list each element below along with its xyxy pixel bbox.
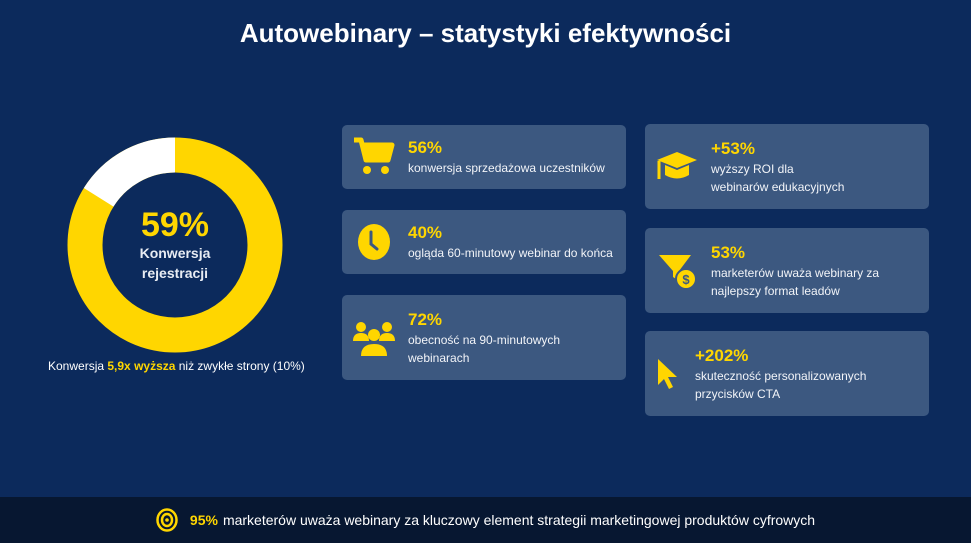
users-icon: [352, 316, 396, 360]
card-text: wyższy ROI dla webinarów edukacyjnych: [711, 161, 845, 194]
stat-card-lead-format: $ 53% marketerów uważa webinary za najlep…: [645, 228, 929, 313]
conversion-note: Konwersja 5,9x wyższa niż zwykłe strony …: [48, 359, 305, 373]
svg-text:$: $: [682, 272, 690, 287]
target-icon: [156, 508, 178, 532]
donut-label-2: rejestracji: [141, 265, 209, 281]
stat-card-watch-completion: 40% ogląda 60-minutowy webinar do końca: [342, 210, 626, 274]
donut-value: 59%: [140, 206, 210, 244]
footer-text: marketerów uważa webinary za kluczowy el…: [222, 512, 816, 528]
card-text: marketerów uważa webinary za najlepszy f…: [711, 265, 880, 298]
stat-card-sales-conversion: 56% konwersja sprzedażowa uczestników: [342, 125, 626, 189]
clock-icon: [352, 220, 396, 264]
stat-card-attendance: 72% obecność na 90-minutowych webinarach: [342, 295, 626, 380]
stat-card-cta: +202% skuteczność personalizowanych przyc…: [645, 331, 929, 416]
cart-icon: [352, 135, 396, 179]
footer-highlight: 95%: [189, 512, 218, 528]
card-value: +202%: [695, 345, 749, 365]
card-value: 53%: [711, 242, 746, 262]
note-suffix: niż zwykłe strony (10%): [175, 359, 305, 373]
stat-card-education-roi: +53% wyższy ROI dla webinarów edukacyjnyc…: [645, 124, 929, 209]
card-text: konwersja sprzedażowa uczestników: [408, 161, 605, 175]
donut-ring-white: [83, 137, 176, 208]
note-prefix: Konwersja: [48, 359, 108, 373]
donut-chart: [67, 137, 283, 353]
card-value: 40%: [408, 223, 443, 242]
page-title: Autowebinary – statystyki efektywności: [239, 18, 732, 48]
note-highlight: 5,9x wyższa: [107, 359, 176, 373]
graduation-cap-icon: [655, 145, 699, 189]
footer-banner: 95% marketerów uważa webinary za kluczow…: [0, 497, 971, 543]
card-text: skuteczność personalizowanych przycisków…: [695, 368, 867, 401]
donut-center: 59% Konwersja rejestracji: [67, 137, 283, 353]
funnel-dollar-icon: $: [655, 249, 699, 293]
card-text: ogląda 60-minutowy webinar do końca: [408, 246, 613, 260]
card-value: +53%: [711, 138, 755, 158]
card-value: 56%: [408, 138, 443, 157]
cursor-icon: [653, 352, 683, 396]
donut-label-1: Konwersja: [139, 245, 211, 261]
card-value: 72%: [408, 309, 443, 329]
card-text: obecność na 90-minutowych webinarach: [408, 332, 561, 365]
